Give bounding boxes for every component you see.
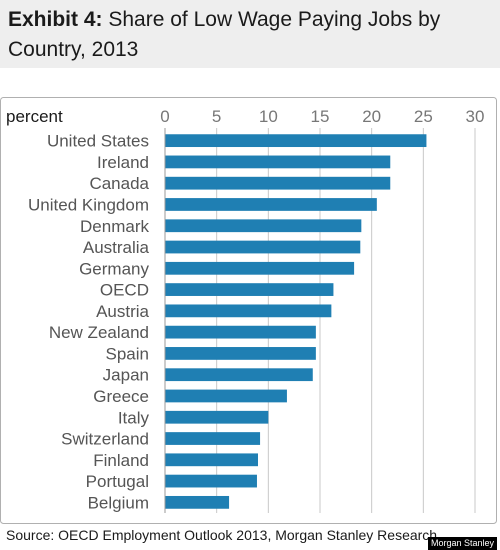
category-label-13: Italy (118, 408, 150, 427)
category-label-5: Australia (83, 238, 150, 257)
bar-4 (165, 219, 362, 233)
bar-9 (165, 325, 316, 339)
category-label-10: Spain (106, 344, 149, 363)
category-label-9: New Zealand (49, 323, 149, 342)
category-label-4: Denmark (80, 217, 149, 236)
chart-area: percent 0 5 10 15 20 25 30 United States Ireland C… (0, 97, 497, 524)
bar-10 (165, 347, 316, 360)
morgan-stanley-watermark: Morgan Stanley (428, 537, 498, 550)
chart-title-line1: Share of Low Wage Paying Jobs by (108, 8, 441, 31)
bar-15 (165, 453, 258, 467)
x-tick-label-15: 15 (311, 107, 330, 126)
bar-13 (165, 410, 269, 424)
exhibit-label: Exhibit 4: (8, 8, 103, 31)
category-label-6: Germany (79, 259, 149, 278)
y-axis-label: percent (6, 107, 63, 126)
x-tick-label-20: 20 (362, 107, 381, 126)
bar-6 (165, 261, 355, 275)
x-tick-label-10: 10 (259, 107, 278, 126)
category-label-14: Switzerland (61, 430, 149, 449)
category-label-12: Greece (93, 387, 149, 406)
exhibit-header: Exhibit 4: Share of Low Wage Paying Jobs… (0, 0, 500, 68)
bar-16 (165, 474, 257, 488)
x-tick-label-25: 25 (414, 107, 433, 126)
bar-1 (165, 155, 391, 169)
x-tick-label-5: 5 (212, 107, 221, 126)
bar-0 (165, 134, 427, 148)
bar-5 (165, 240, 361, 254)
category-label-1: Ireland (97, 153, 149, 172)
bar-11 (165, 368, 313, 382)
bar-14 (165, 432, 261, 445)
bar-3 (165, 198, 377, 211)
x-tick-label-0: 0 (160, 107, 169, 126)
bar-8 (165, 304, 332, 318)
category-label-3: United Kingdom (28, 195, 149, 214)
category-label-7: OECD (100, 281, 149, 300)
category-label-8: Austria (96, 302, 149, 321)
bar-17 (165, 495, 230, 509)
bar-12 (165, 389, 287, 403)
category-label-0: United States (47, 132, 149, 151)
category-label-2: Canada (89, 174, 149, 193)
bar-chart: percent 0 5 10 15 20 25 30 United States Ireland C… (0, 97, 497, 524)
category-label-11: Japan (103, 366, 149, 385)
bar-2 (165, 176, 391, 190)
category-label-15: Finland (93, 451, 149, 470)
chart-title-line2: Country, 2013 (8, 38, 139, 61)
source-note: Source: OECD Employment Outlook 2013, Mo… (6, 527, 438, 543)
x-tick-label-30: 30 (466, 107, 485, 126)
category-label-16: Portugal (86, 472, 149, 491)
bar-7 (165, 283, 334, 296)
category-label-17: Belgium (88, 493, 149, 512)
chart-title: Exhibit 4: Share of Low Wage Paying Jobs… (8, 8, 440, 32)
